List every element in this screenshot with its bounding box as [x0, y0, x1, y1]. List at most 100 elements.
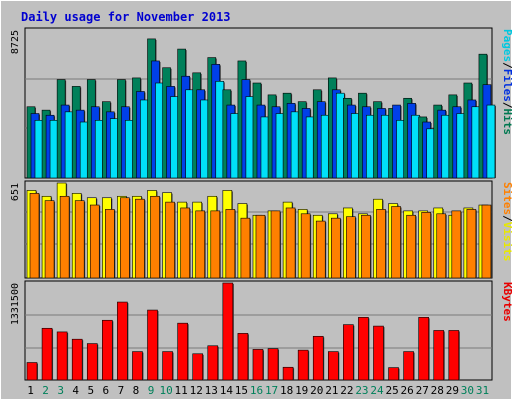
bar-visitors-sites: [135, 198, 145, 279]
bar-kbytes-kbytes: [252, 349, 264, 381]
bar-visitors-sites: [44, 200, 55, 279]
bar-kbytes-kbytes: [327, 351, 339, 381]
x-tick-label: 28: [431, 384, 444, 397]
bar-kbytes-kbytes: [71, 338, 83, 381]
x-tick-label: 22: [340, 384, 353, 397]
panel-kbytes-legend: KBytes: [501, 282, 512, 322]
x-tick-label: 19: [295, 384, 308, 397]
bar-visitors-sites: [361, 214, 371, 279]
bar-visitors-sites: [376, 209, 386, 279]
bar-kbytes-kbytes: [147, 309, 158, 381]
bar-visitors-sites: [89, 204, 100, 279]
bar-kbytes-kbytes: [162, 351, 173, 381]
x-tick-label: 20: [310, 384, 323, 397]
bar-kbytes-kbytes: [403, 351, 414, 381]
panel-requests-legend: Pages/Files/Hits: [501, 29, 512, 135]
x-tick-label: 7: [118, 384, 125, 397]
bar-kbytes-kbytes: [418, 317, 429, 381]
x-tick-label: 17: [265, 384, 278, 397]
x-tick-label: 9: [148, 384, 155, 397]
bar-kbytes-kbytes: [267, 348, 279, 381]
bar-visitors-sites: [120, 197, 130, 279]
x-tick-label: 29: [446, 384, 459, 397]
x-tick-label: 3: [57, 384, 64, 397]
bar-kbytes-kbytes: [448, 330, 460, 381]
chart-title: Daily usage for November 2013: [21, 10, 231, 24]
bar-kbytes-kbytes: [177, 322, 188, 381]
x-tick-label: 13: [205, 384, 218, 397]
bar-visitors-sites: [315, 220, 326, 279]
x-tick-label: 10: [159, 384, 172, 397]
x-tick-label: 4: [72, 384, 79, 397]
bar-kbytes-kbytes: [117, 301, 128, 381]
x-tick-label: 30: [461, 384, 474, 397]
bar-visitors-sites: [165, 201, 175, 279]
bar-visitors-sites: [180, 207, 190, 279]
bar-kbytes-kbytes: [373, 325, 384, 381]
bar-visitors-sites: [330, 217, 341, 279]
bar-visitors-sites: [74, 200, 85, 279]
x-tick-label: 24: [370, 384, 384, 397]
bar-visitors-sites: [255, 214, 266, 279]
bar-visitors-sites: [421, 212, 431, 279]
x-tick-label: 14: [220, 384, 234, 397]
x-tick-label: 18: [280, 384, 293, 397]
x-tick-label: 26: [401, 384, 414, 397]
bar-visitors-sites: [210, 210, 221, 279]
bar-kbytes-kbytes: [343, 324, 354, 381]
x-tick-label: 12: [190, 384, 203, 397]
bar-visitors-sites: [150, 195, 160, 279]
bar-visitors-sites: [285, 207, 296, 279]
bar-requests-pages: [486, 104, 496, 179]
x-tick-label: 21: [325, 384, 338, 397]
x-tick-label: 5: [87, 384, 94, 397]
bar-kbytes-kbytes: [132, 351, 143, 381]
x-tick-label: 23: [355, 384, 368, 397]
x-tick-label: 1: [27, 384, 34, 397]
bar-visitors-sites: [59, 195, 70, 279]
bar-visitors-sites: [270, 210, 281, 279]
bar-kbytes-kbytes: [388, 367, 399, 381]
bar-visitors-sites: [451, 210, 462, 279]
panel-visitors-legend: Sites/Visits: [501, 182, 512, 262]
panel-visitors-max-label: 651: [10, 183, 21, 201]
bar-kbytes-kbytes: [297, 349, 309, 381]
legend-entry: Sites: [501, 182, 512, 215]
bar-kbytes-kbytes: [26, 362, 38, 381]
legend-entry: Files: [501, 69, 512, 102]
bar-visitors-sites: [300, 213, 311, 279]
bar-visitors-sites: [466, 209, 477, 279]
bar-kbytes-kbytes: [207, 345, 219, 381]
bar-visitors-sites: [225, 209, 236, 279]
bar-kbytes-kbytes: [237, 333, 249, 381]
bar-kbytes-kbytes: [312, 335, 324, 381]
legend-entry: /: [501, 62, 512, 69]
bar-visitors-sites: [406, 214, 416, 279]
bar-visitors-sites: [346, 216, 356, 279]
x-tick-label: 27: [416, 384, 429, 397]
x-tick-label: 31: [476, 384, 489, 397]
x-tick-label: 15: [235, 384, 248, 397]
bar-visitors-sites: [481, 204, 492, 279]
bar-visitors-sites: [436, 213, 447, 279]
legend-entry: Hits: [501, 109, 512, 136]
x-tick-label: 2: [42, 384, 49, 397]
x-tick-label: 6: [103, 384, 110, 397]
legend-entry: Pages: [501, 29, 512, 62]
bar-kbytes-kbytes: [433, 330, 445, 381]
x-tick-label: 16: [250, 384, 263, 397]
bar-kbytes-kbytes: [222, 282, 234, 381]
bar-kbytes-kbytes: [282, 366, 294, 381]
x-tick-label: 11: [175, 384, 188, 397]
legend-entry: /: [501, 102, 512, 109]
plot-layer: 8725Pages/Files/Hits651Sites/Visits13315…: [10, 27, 512, 397]
panel-kbytes-max-label: 1331500: [10, 283, 21, 325]
bar-kbytes-kbytes: [192, 353, 204, 381]
bar-visitors-sites: [391, 206, 401, 279]
panel-requests-max-label: 8725: [10, 30, 21, 54]
bar-kbytes-kbytes: [358, 317, 369, 381]
bar-kbytes-kbytes: [86, 343, 98, 381]
bar-visitors-sites: [240, 217, 251, 279]
